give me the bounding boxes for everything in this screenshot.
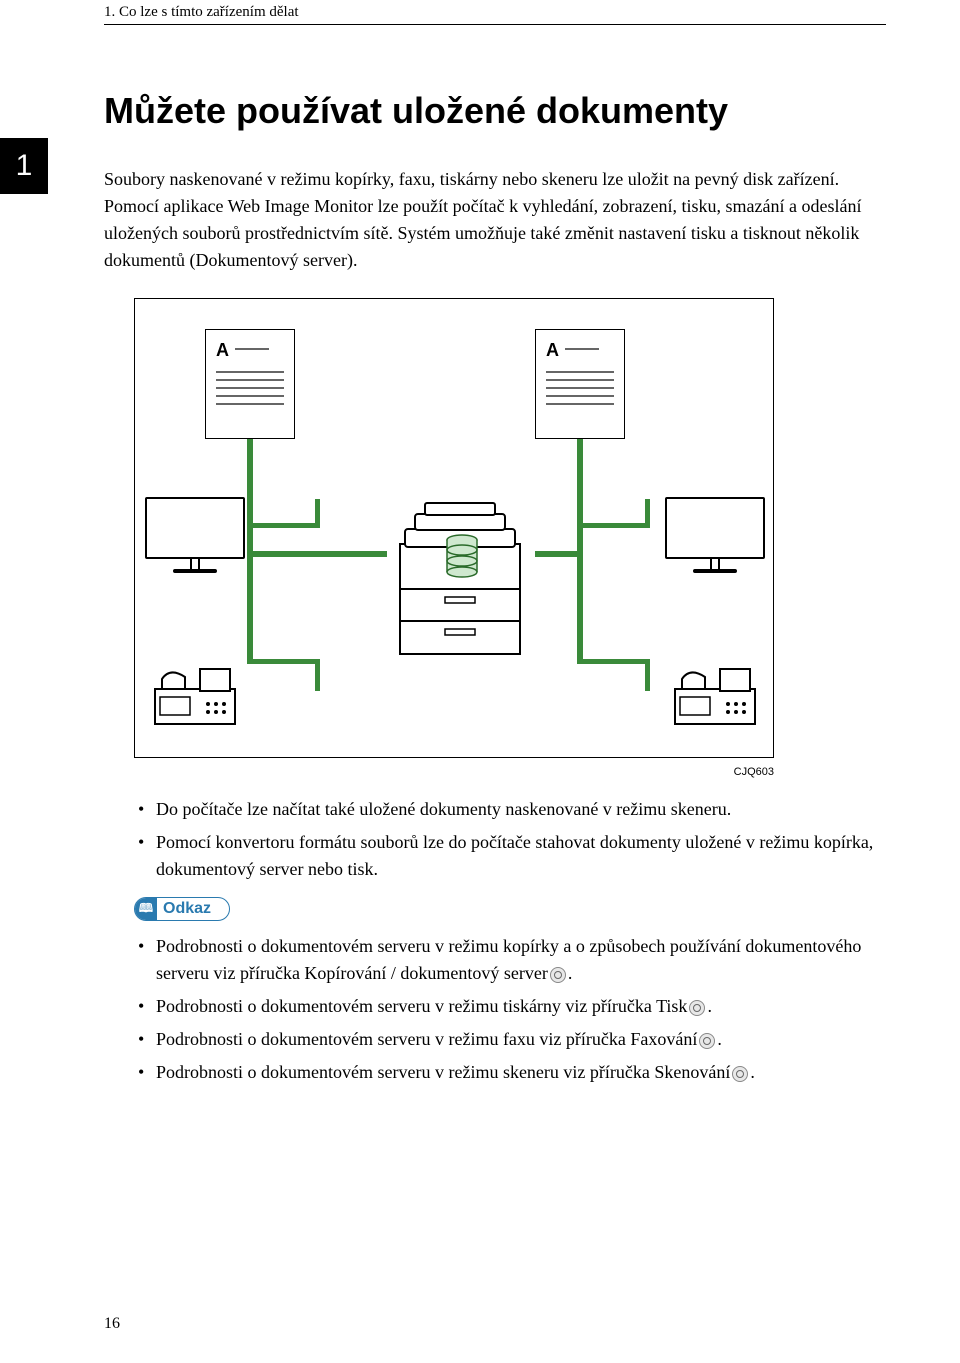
- ref-text: Podrobnosti o dokumentovém serveru v rež…: [156, 1062, 730, 1082]
- ref-text: Podrobnosti o dokumentovém serveru v rež…: [156, 996, 687, 1016]
- disc-ref-icon: [550, 967, 566, 983]
- list-item: Pomocí konvertoru formátu souborů lze do…: [134, 829, 886, 883]
- main-content: Můžete používat uložené dokumenty Soubor…: [104, 90, 886, 1100]
- document-icon-left: A: [205, 329, 295, 439]
- doc-label: A: [546, 340, 559, 361]
- ref-post: .: [707, 996, 712, 1016]
- document-icon-right: A: [535, 329, 625, 439]
- monitor-icon-left: [145, 497, 245, 577]
- reference-icon: 🕮: [135, 897, 157, 921]
- ref-text: Podrobnosti o dokumentovém serveru v rež…: [156, 936, 861, 983]
- fax-icon-right: [670, 659, 760, 729]
- list-item: Podrobnosti o dokumentovém serveru v rež…: [134, 1059, 886, 1086]
- list-item: Podrobnosti o dokumentovém serveru v rež…: [134, 1026, 886, 1053]
- chapter-tab: 1: [0, 138, 48, 194]
- list-item: Do počítače lze načítat také uložené dok…: [134, 796, 886, 823]
- list-item: Podrobnosti o dokumentovém serveru v rež…: [134, 993, 886, 1020]
- diagram-caption: CJQ603: [104, 766, 774, 778]
- fax-icon-left: [150, 659, 240, 729]
- page-title: Můžete používat uložené dokumenty: [104, 90, 886, 132]
- disc-ref-icon: [699, 1033, 715, 1049]
- database-icon: [445, 534, 479, 578]
- ref-post: .: [750, 1062, 755, 1082]
- doc-label: A: [216, 340, 229, 361]
- monitor-icon-right: [665, 497, 765, 577]
- feature-bullets: Do počítače lze načítat také uložené dok…: [104, 796, 886, 883]
- reference-label: Odkaz: [163, 900, 211, 918]
- reference-pill: 🕮 Odkaz: [134, 897, 230, 921]
- ref-post: .: [568, 963, 573, 983]
- page-number: 16: [104, 1315, 120, 1333]
- network-diagram: A A: [134, 298, 774, 758]
- reference-bullets: Podrobnosti o dokumentovém serveru v rež…: [104, 933, 886, 1086]
- ref-text: Podrobnosti o dokumentovém serveru v rež…: [156, 1029, 697, 1049]
- header-rule: [104, 24, 886, 25]
- disc-ref-icon: [689, 1000, 705, 1016]
- list-item: Podrobnosti o dokumentovém serveru v rež…: [134, 933, 886, 987]
- header-breadcrumb: 1. Co lze s tímto zařízením dělat: [104, 4, 299, 21]
- disc-ref-icon: [732, 1066, 748, 1082]
- intro-paragraph: Soubory naskenované v režimu kopírky, fa…: [104, 166, 886, 274]
- ref-post: .: [717, 1029, 722, 1049]
